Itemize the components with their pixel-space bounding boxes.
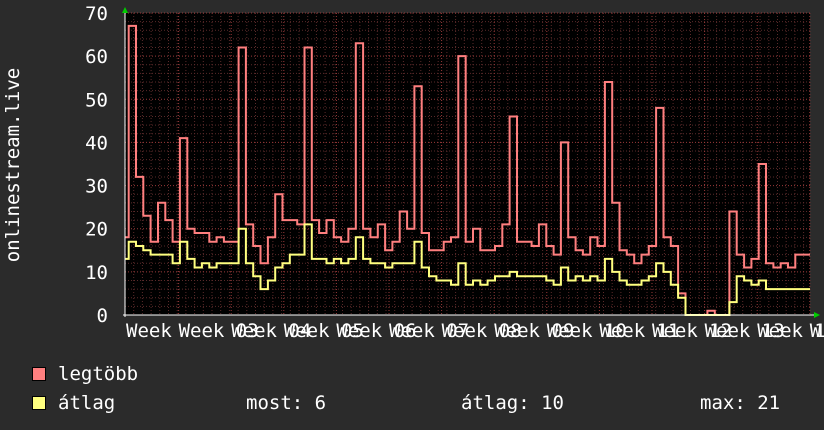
x-tick-label: Week 09 — [494, 320, 574, 342]
x-tick-label: Week 05 — [284, 320, 364, 342]
stat-now: most: 6 — [246, 392, 327, 414]
y-tick-label: 40 — [85, 132, 108, 154]
x-tick-label: Week 04 — [231, 320, 311, 342]
x-tick-label: Week 13 — [705, 320, 785, 342]
x-tick-label: Week 07 — [389, 320, 469, 342]
series-line-1 — [125, 223, 810, 316]
x-tick-label: Week 08 — [442, 320, 522, 342]
y-tick-label: 60 — [85, 46, 108, 68]
x-tick-label: Week 03 — [179, 320, 259, 342]
x-tick-label: Week 11 — [599, 320, 679, 342]
stat-average: átlag: 10 — [461, 392, 564, 414]
legend-label-max: legtöbb — [58, 363, 139, 385]
y-tick-label: 10 — [85, 262, 108, 284]
plot-area — [125, 13, 810, 315]
legend-swatch-max — [32, 367, 46, 381]
x-tick-label: Week 10 — [547, 320, 627, 342]
y-tick-label: 70 — [85, 3, 108, 25]
y-tick-label: 20 — [85, 219, 108, 241]
x-tick-label: Week — [126, 320, 172, 342]
x-tick-label: Week 12 — [652, 320, 732, 342]
y-tick-label: 0 — [97, 305, 108, 327]
legend-label-avg: átlag — [58, 392, 116, 414]
stat-max: max: 21 — [700, 392, 781, 414]
legend-swatch-avg — [32, 396, 46, 410]
y-tick-label: 30 — [85, 176, 108, 198]
x-tick-label: Week 06 — [336, 320, 416, 342]
y-tick-labels: 0 10 20 30 40 50 60 70 — [85, 3, 108, 327]
y-axis-label: onlinestream.live — [2, 68, 24, 262]
x-axis-arrow-icon — [814, 312, 820, 318]
y-tick-label: 50 — [85, 89, 108, 111]
y-axis-arrow-icon — [122, 7, 128, 13]
x-tick-label: Week 14 — [757, 320, 824, 342]
x-tick-label: W — [810, 320, 822, 342]
